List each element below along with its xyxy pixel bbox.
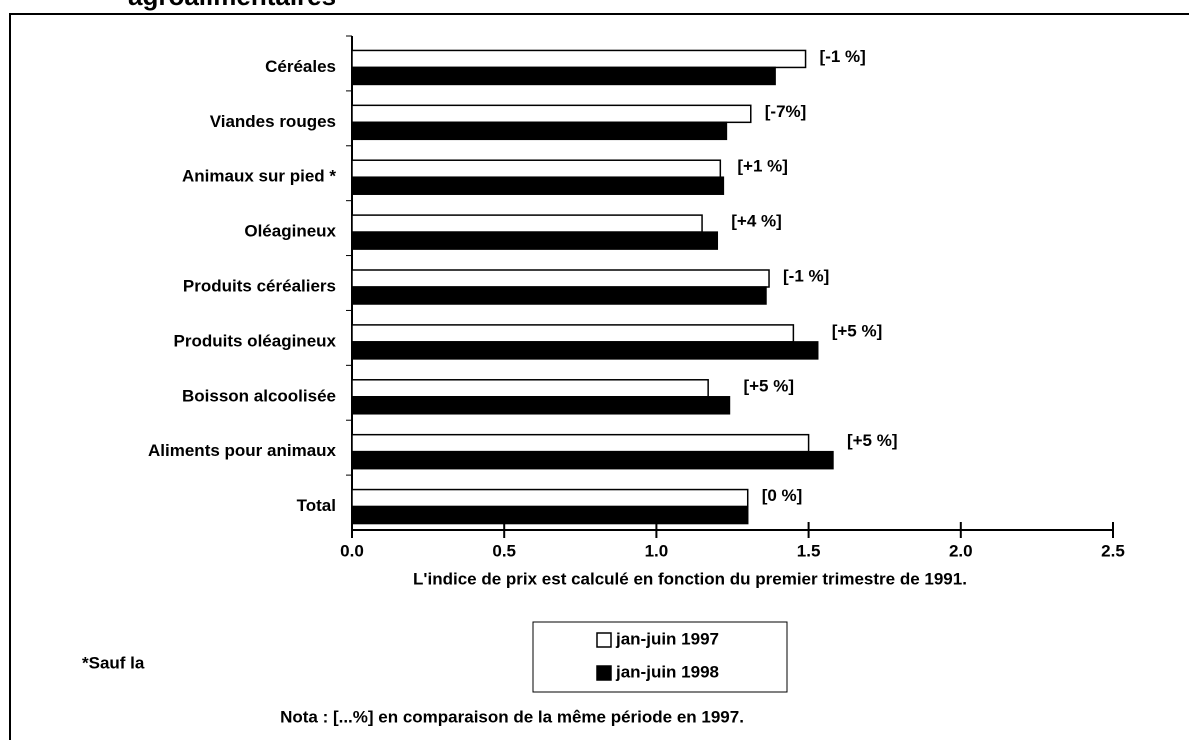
bar — [351, 269, 770, 288]
bar — [351, 66, 776, 86]
annotation: [-7%] — [765, 102, 807, 121]
annotation: [+5 %] — [743, 376, 794, 395]
x-tick-label: 0.5 — [492, 541, 516, 560]
bar — [351, 104, 752, 124]
note: Nota : [...%] en comparaison de la même … — [280, 707, 744, 726]
bar — [351, 286, 767, 305]
bar — [351, 49, 807, 69]
x-tick-label: 1.0 — [645, 541, 669, 560]
bar — [351, 379, 709, 398]
bar — [351, 176, 725, 195]
bar — [351, 396, 731, 415]
bar — [351, 341, 819, 360]
legend-swatch — [596, 632, 612, 648]
footnote: *Sauf la — [82, 653, 145, 672]
bar — [351, 488, 749, 508]
x-axis-label: L'indice de prix est calculé en fonction… — [413, 569, 967, 588]
bar — [351, 433, 810, 453]
frame — [9, 13, 1189, 740]
x-tick-label: 1.5 — [797, 541, 821, 560]
annotation: [+1 %] — [737, 157, 788, 176]
annotation: [+5 %] — [847, 431, 898, 450]
y-tick-label: Produits céréaliers — [183, 276, 336, 295]
legend-label: jan-juin 1997 — [615, 629, 719, 648]
bar — [351, 214, 703, 233]
bar — [351, 121, 728, 141]
bar — [351, 159, 722, 178]
bar — [351, 324, 795, 343]
y-tick-label: Oléagineux — [244, 222, 336, 241]
annotation: [-1 %] — [783, 266, 829, 285]
annotation: [+4 %] — [731, 212, 782, 231]
bar — [351, 231, 719, 250]
bar — [351, 505, 749, 525]
y-tick-label: Céréales — [265, 57, 336, 76]
annotation: [0 %] — [762, 486, 803, 505]
y-tick-label: Animaux sur pied * — [182, 167, 336, 186]
annotation: [-1 %] — [820, 47, 866, 66]
y-tick-label: Boisson alcoolisée — [182, 386, 336, 405]
annotation: [+5 %] — [832, 321, 883, 340]
legend-swatch — [596, 665, 612, 681]
y-tick-label: Aliments pour animaux — [148, 441, 337, 460]
x-tick-label: 2.5 — [1101, 541, 1125, 560]
y-tick-label: Total — [297, 496, 336, 515]
bar — [351, 450, 834, 470]
x-tick-label: 2.0 — [949, 541, 973, 560]
chart-title: agroalimentaires — [128, 0, 336, 11]
y-tick-label: Produits oléagineux — [174, 331, 337, 350]
y-tick-label: Viandes rouges — [210, 112, 336, 131]
legend-box — [532, 621, 788, 693]
x-tick-label: 0.0 — [340, 541, 364, 560]
legend-label: jan-juin 1998 — [615, 662, 719, 681]
